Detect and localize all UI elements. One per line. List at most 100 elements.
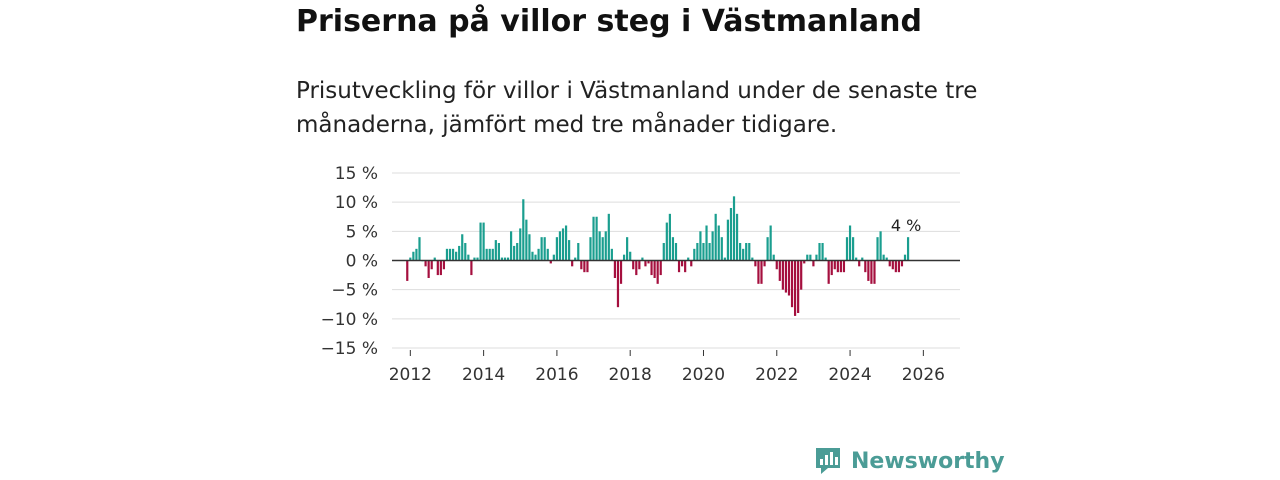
bar	[448, 248, 452, 261]
bar	[531, 251, 534, 261]
bar	[506, 257, 510, 261]
bar	[876, 237, 879, 261]
bar	[742, 248, 745, 261]
bar	[455, 251, 458, 261]
bar	[632, 260, 635, 270]
bar	[461, 234, 464, 261]
x-axis-tick-labels: 2012 2014 2016 2018 2020 2022 2024 2026	[389, 350, 945, 385]
bar	[781, 260, 784, 290]
bar	[842, 260, 846, 273]
bar	[418, 237, 421, 261]
bar	[564, 225, 568, 261]
bar	[555, 237, 558, 261]
bar	[751, 257, 754, 261]
bar	[800, 260, 803, 290]
newsworthy-brand-name: Newsworthy	[851, 448, 1005, 474]
bar	[690, 260, 693, 267]
bar	[763, 260, 766, 267]
bar	[546, 248, 549, 261]
last-value-label: 4 %	[891, 216, 921, 235]
bar	[604, 231, 607, 261]
bar	[635, 260, 638, 276]
bar	[592, 216, 595, 261]
bar	[571, 260, 574, 267]
bar	[552, 254, 555, 261]
bar	[784, 260, 788, 293]
bar	[793, 260, 797, 316]
bar	[748, 243, 751, 261]
y-tick-label: −5 %	[331, 281, 378, 301]
bar	[525, 219, 528, 261]
bar	[424, 260, 427, 267]
bar	[739, 243, 742, 261]
bar	[586, 260, 589, 273]
bar	[629, 251, 632, 261]
bar	[485, 248, 488, 261]
bar	[867, 260, 870, 281]
grid-lines	[392, 172, 960, 349]
bar	[430, 260, 433, 270]
bar	[601, 237, 604, 261]
bar	[873, 260, 876, 284]
bar	[693, 248, 696, 261]
bar	[543, 237, 546, 261]
bar	[433, 257, 436, 261]
bar	[836, 260, 839, 273]
bar	[702, 243, 705, 261]
bar	[772, 254, 775, 261]
bar	[491, 248, 494, 261]
y-tick-label: 15 %	[335, 164, 378, 184]
bar	[717, 225, 720, 261]
bar	[516, 243, 519, 261]
bar	[855, 257, 858, 261]
bar	[797, 260, 800, 313]
bar	[882, 254, 885, 261]
bar	[903, 254, 907, 261]
bar	[464, 243, 467, 261]
bar	[754, 260, 757, 267]
bar	[812, 260, 815, 267]
bar	[714, 213, 717, 261]
bar	[906, 237, 910, 261]
y-tick-label: 10 %	[335, 193, 378, 213]
bar	[729, 208, 733, 261]
bar	[861, 257, 864, 261]
bar	[720, 237, 723, 261]
bar	[677, 260, 681, 273]
bar	[613, 260, 617, 278]
bar	[824, 257, 827, 261]
x-tick-label: 2012	[389, 365, 432, 385]
chart-subtitle: Prisutveckling för villor i Västmanland …	[296, 78, 978, 138]
y-tick-label: −15 %	[321, 339, 378, 359]
bar	[589, 237, 592, 261]
bar	[513, 245, 516, 261]
bar	[540, 237, 543, 261]
bar	[681, 260, 684, 267]
bar	[790, 260, 794, 308]
bar	[775, 260, 778, 270]
bar	[522, 199, 525, 261]
bar	[647, 260, 650, 264]
bar	[406, 260, 409, 281]
bar	[897, 260, 901, 273]
bar	[659, 260, 662, 276]
bar	[735, 213, 739, 261]
bar	[488, 248, 491, 261]
bar	[787, 260, 791, 296]
bar	[519, 228, 522, 261]
newsworthy-brand[interactable]: Newsworthy	[814, 446, 1005, 476]
bar	[668, 213, 671, 261]
bar	[509, 231, 513, 261]
bar	[864, 260, 867, 273]
bar	[665, 222, 668, 261]
bar	[476, 257, 479, 261]
bar	[549, 260, 552, 264]
bar	[445, 248, 449, 261]
bar	[821, 243, 824, 261]
bar	[769, 225, 772, 261]
bar	[622, 254, 626, 261]
bar	[619, 260, 623, 284]
bar	[470, 260, 473, 276]
bar	[482, 222, 485, 261]
